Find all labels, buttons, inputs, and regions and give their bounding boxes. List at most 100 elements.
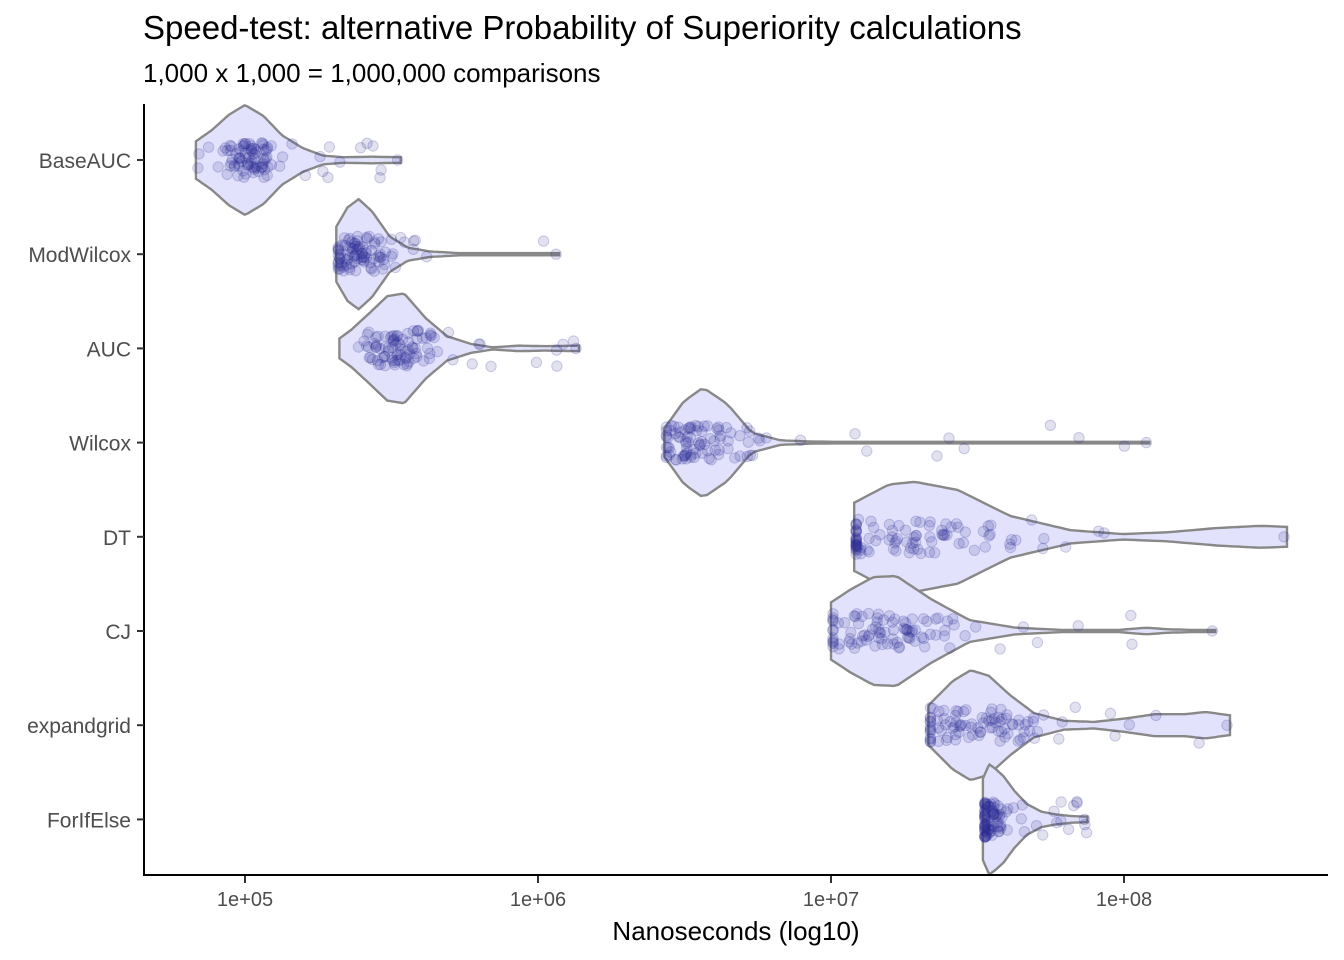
data-point [995, 703, 1007, 716]
data-point [1005, 534, 1018, 546]
data-point [941, 529, 953, 541]
data-point [950, 705, 962, 717]
data-point [850, 524, 862, 536]
data-point [860, 634, 872, 646]
data-point [257, 152, 269, 165]
data-point [979, 831, 991, 843]
data-point [905, 626, 918, 638]
data-point [261, 143, 273, 155]
data-point [685, 421, 697, 433]
y-tick-label: AUC [87, 338, 131, 361]
data-point [980, 830, 992, 842]
data-point [995, 726, 1008, 738]
data-point [332, 245, 344, 257]
data-point [241, 159, 254, 171]
data-point [349, 256, 361, 268]
data-point [918, 632, 930, 645]
data-point [1073, 432, 1085, 444]
data-point [734, 430, 746, 442]
data-point [980, 712, 992, 724]
data-point [679, 448, 692, 461]
data-point [998, 723, 1011, 735]
data-point [959, 719, 972, 732]
data-point [983, 828, 995, 840]
data-point [335, 259, 347, 271]
data-point [660, 441, 673, 454]
data-point [386, 330, 398, 342]
data-point [350, 265, 362, 277]
data-point [332, 257, 344, 269]
data-point [392, 354, 404, 366]
data-point [1037, 709, 1050, 721]
data-point [924, 726, 937, 738]
data-point [926, 536, 938, 548]
data-point [346, 258, 358, 270]
data-point [247, 161, 259, 173]
data-point [221, 168, 233, 181]
data-point [983, 800, 995, 813]
data-point [832, 617, 844, 629]
data-point [219, 142, 232, 154]
data-point [314, 150, 326, 163]
data-point [929, 547, 941, 559]
data-point [977, 717, 989, 729]
data-point [722, 435, 734, 447]
data-point [349, 240, 362, 253]
data-point [250, 146, 262, 158]
y-tick-label: DT [103, 527, 131, 550]
data-point [261, 141, 274, 154]
data-point [696, 425, 708, 437]
data-point [990, 809, 1003, 822]
data-point [421, 342, 434, 354]
data-point [246, 142, 258, 155]
data-point [348, 250, 361, 262]
data-point [1000, 712, 1012, 725]
data-point [334, 156, 346, 168]
data-point [233, 143, 245, 155]
data-point [924, 711, 937, 723]
data-point [883, 534, 895, 546]
data-point [886, 531, 898, 543]
data-point [403, 348, 416, 360]
data-point [937, 529, 949, 541]
data-point [924, 733, 937, 745]
data-point [387, 335, 400, 347]
data-point [409, 342, 421, 354]
data-point [909, 635, 921, 647]
data-point [986, 703, 998, 715]
data-point [379, 341, 391, 353]
data-point [239, 138, 251, 150]
data-point [898, 622, 910, 635]
data-point [332, 243, 345, 255]
data-point [232, 158, 245, 170]
data-point [256, 137, 269, 150]
data-point [1014, 733, 1026, 746]
data-point [1080, 826, 1093, 839]
data-point [224, 144, 237, 157]
data-point [712, 421, 725, 433]
data-point [903, 625, 915, 637]
data-point [237, 138, 249, 150]
data-point [989, 798, 1001, 810]
data-point [358, 254, 370, 266]
data-point [660, 450, 673, 462]
data-point [370, 339, 383, 351]
data-point [336, 239, 348, 251]
data-point [221, 144, 234, 157]
data-point [338, 232, 351, 244]
data-point [958, 442, 970, 455]
data-point [827, 632, 839, 644]
data-point [948, 619, 960, 631]
data-point [938, 529, 951, 542]
data-point [986, 721, 999, 734]
data-point [889, 537, 901, 549]
data-point [260, 153, 272, 165]
data-point [356, 253, 368, 266]
data-point [401, 358, 413, 370]
data-point [342, 249, 354, 261]
data-point [983, 811, 995, 823]
data-point [939, 719, 952, 731]
data-point [950, 518, 963, 530]
data-point [373, 255, 385, 268]
data-point [370, 331, 382, 343]
